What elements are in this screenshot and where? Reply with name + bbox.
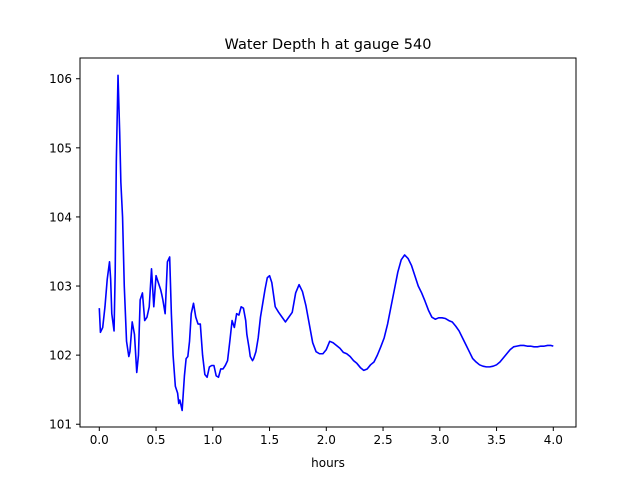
series-line-0 <box>98 74 554 412</box>
x-tick-label: 1.5 <box>260 433 279 447</box>
x-tick-label: 3.0 <box>430 433 449 447</box>
x-tick-label: 2.5 <box>374 433 393 447</box>
y-tick-label: 101 <box>49 418 72 432</box>
x-axis: 0.0 0.5 1.0 1.5 2.0 2.5 3.0 3.5 4.0 <box>90 427 563 447</box>
x-tick-label: 1.0 <box>203 433 222 447</box>
x-tick-label: 2.0 <box>317 433 336 447</box>
x-axis-label: hours <box>311 456 345 470</box>
axes-frame <box>79 57 577 428</box>
chart-title: Water Depth h at gauge 540 <box>225 37 432 53</box>
y-axis: 101 102 103 104 105 106 <box>49 72 80 432</box>
x-tick-label: 4.0 <box>544 433 563 447</box>
y-tick-label: 104 <box>49 210 72 224</box>
x-tick-label: 0.0 <box>90 433 109 447</box>
x-tick-label: 3.5 <box>487 433 506 447</box>
plot-area <box>98 74 554 412</box>
x-tick-label: 0.5 <box>146 433 165 447</box>
y-tick-label: 103 <box>49 280 72 294</box>
y-tick-label: 102 <box>49 349 72 363</box>
y-tick-label: 105 <box>49 141 72 155</box>
y-tick-label: 106 <box>49 72 72 86</box>
